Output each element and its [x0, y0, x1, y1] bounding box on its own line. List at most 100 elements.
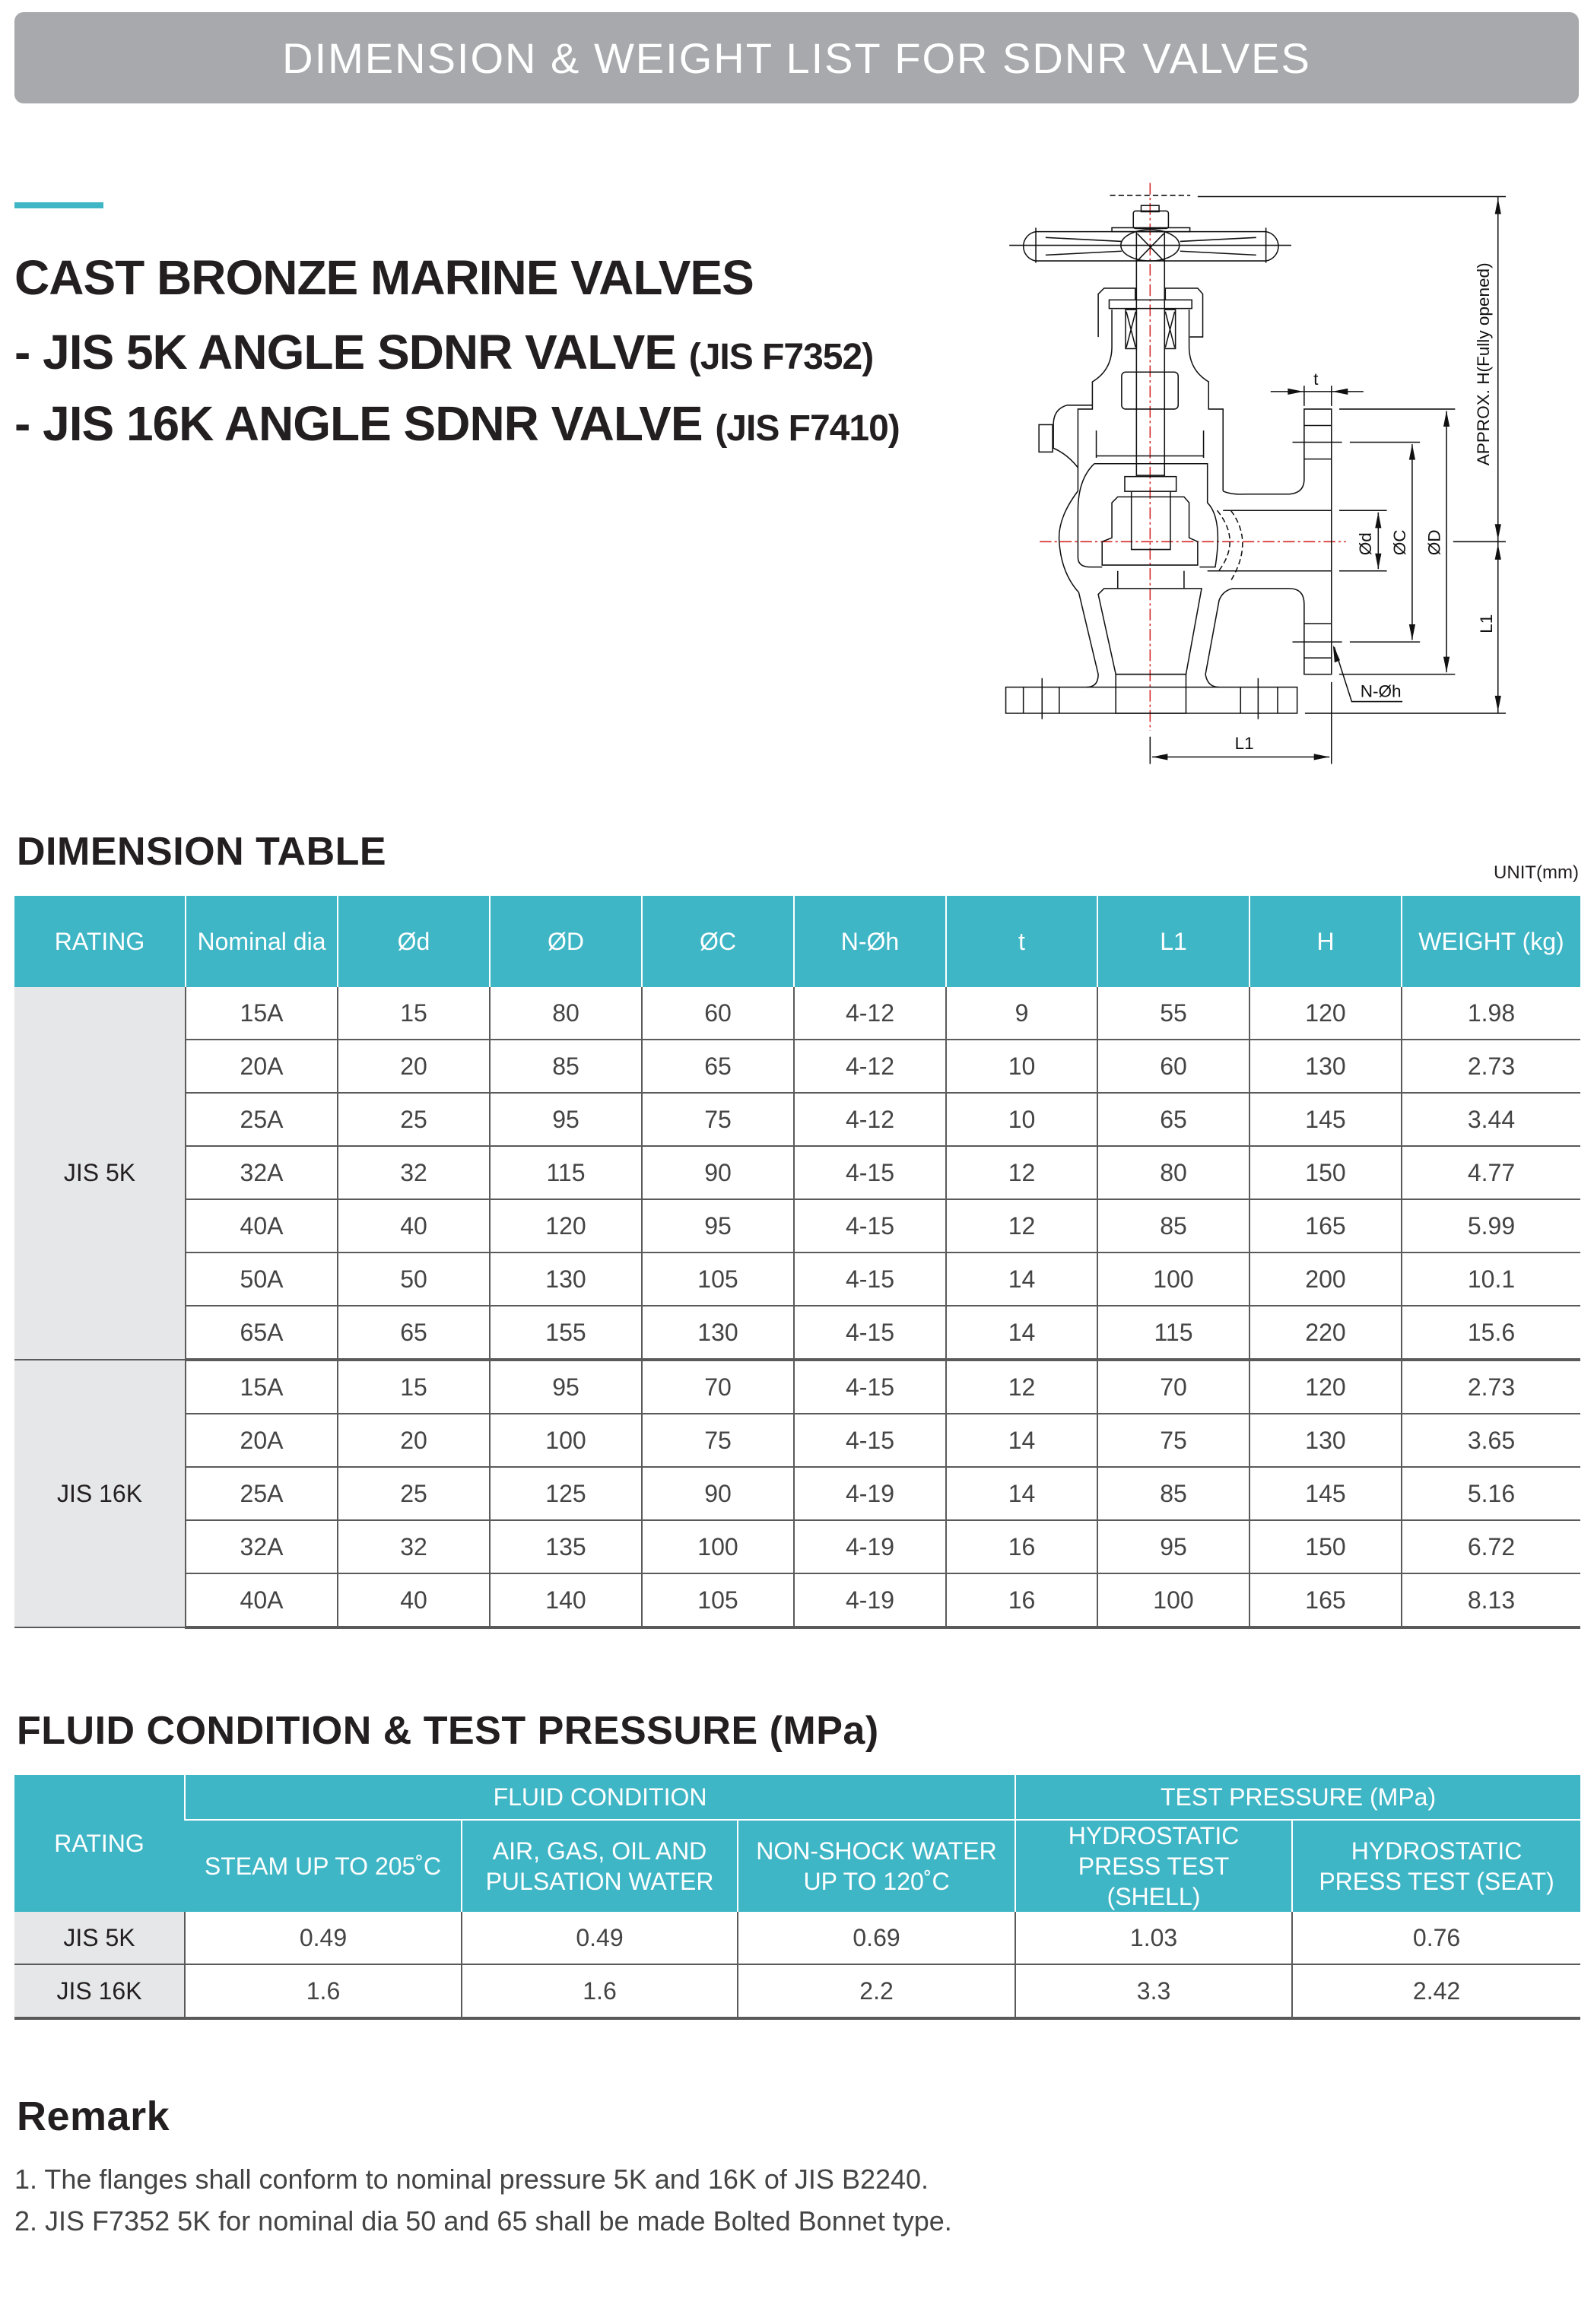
- table-cell: 9: [945, 987, 1097, 1040]
- dimension-table-heading: DIMENSION TABLE: [17, 830, 387, 874]
- column-header: t: [945, 896, 1097, 987]
- column-header: H: [1249, 896, 1402, 987]
- table-cell: 90: [641, 1467, 794, 1521]
- table-cell: 165: [1249, 1573, 1402, 1629]
- stem: [1135, 230, 1166, 476]
- table-cell: 95: [1097, 1520, 1249, 1574]
- table-cell: 0.49: [184, 1912, 462, 1965]
- table-cell: 1.6: [184, 1964, 462, 2020]
- table-row: 40A 40 140 105 4-19 16 100 165 8.13: [14, 1573, 1580, 1629]
- column-header: HYDROSTATIC PRESS TEST (SHELL): [1015, 1820, 1293, 1912]
- table-cell: 220: [1249, 1306, 1402, 1361]
- table-cell: 15A: [185, 1360, 338, 1414]
- table-cell: 75: [1097, 1414, 1249, 1468]
- table-cell: 85: [1097, 1467, 1249, 1521]
- test-pressure-header: TEST PRESSURE (MPa): [1015, 1775, 1581, 1821]
- column-header: Ød: [337, 896, 490, 987]
- table-cell: 145: [1249, 1467, 1402, 1521]
- table-cell: 130: [489, 1252, 642, 1306]
- table-cell: 135: [489, 1520, 642, 1574]
- table-cell: 25: [337, 1467, 490, 1521]
- table-row: 20A 20 85 65 4-12 10 60 130 2.73: [14, 1040, 1580, 1094]
- rating-header: RATING: [14, 1775, 185, 1912]
- table-cell: 4.77: [1401, 1146, 1580, 1200]
- dimension-lines: [1149, 196, 1506, 764]
- table-cell: 4-15: [793, 1199, 946, 1253]
- table-cell: 0.76: [1291, 1912, 1581, 1965]
- table-cell: 20A: [185, 1040, 338, 1094]
- title-text: - JIS 16K ANGLE SDNR VALVE: [14, 396, 703, 451]
- page-header-bar: DIMENSION & WEIGHT LIST FOR SDNR VALVES: [14, 12, 1579, 103]
- title-line-3: - JIS 16K ANGLE SDNR VALVE (JIS F7410): [14, 395, 900, 452]
- table-cell: 15.6: [1401, 1306, 1580, 1361]
- table-cell: 6.72: [1401, 1520, 1580, 1574]
- bonnet: [1038, 287, 1224, 491]
- table-row: JIS 16K 15A 15 95 70 4-15 12 70 120 2.73: [14, 1360, 1580, 1628]
- holes-label: N-Øh: [1361, 681, 1402, 700]
- table-cell: 1.6: [461, 1964, 738, 2020]
- table-cell: 85: [489, 1040, 642, 1094]
- column-header: RATING: [14, 896, 186, 987]
- table-cell: 80: [489, 987, 642, 1040]
- table-cell: 25A: [185, 1467, 338, 1521]
- table-cell: 2.2: [736, 1964, 1016, 2020]
- table-cell: 155: [489, 1306, 642, 1361]
- table-cell: 80: [1097, 1146, 1249, 1200]
- table-cell: 70: [1097, 1360, 1249, 1414]
- table-row: JIS 16K 1.6 1.6 2.2 3.3 2.42: [14, 1964, 1581, 2020]
- table-cell: 130: [1249, 1040, 1402, 1094]
- table-cell: 2.73: [1401, 1040, 1580, 1094]
- table-cell: 4-15: [793, 1360, 946, 1414]
- table-cell: 10: [945, 1040, 1097, 1094]
- remark-item: 2. JIS F7352 5K for nominal dia 50 and 6…: [14, 2205, 952, 2237]
- C-label: ØC: [1390, 529, 1409, 555]
- table-cell: 15: [337, 1360, 490, 1414]
- table-cell: 10.1: [1401, 1252, 1580, 1306]
- t-label: t: [1313, 370, 1319, 389]
- table-cell: 20A: [185, 1414, 338, 1468]
- table-cell: 4-12: [793, 1093, 946, 1147]
- column-header: WEIGHT (kg): [1401, 896, 1580, 987]
- table-cell: 120: [489, 1199, 642, 1253]
- table-cell: 75: [641, 1093, 794, 1147]
- column-header: ØD: [489, 896, 642, 987]
- table-cell: 65A: [185, 1306, 338, 1361]
- handwheel: [1009, 205, 1291, 263]
- table-cell: 70: [641, 1360, 794, 1414]
- table-cell: 4-12: [793, 1040, 946, 1094]
- table-cell: 5.16: [1401, 1467, 1580, 1521]
- table-cell: 2.42: [1291, 1964, 1581, 2020]
- table-cell: 15A: [185, 987, 338, 1040]
- table-cell: 16: [945, 1573, 1097, 1629]
- table-cell: 130: [1249, 1414, 1402, 1468]
- table-cell: 200: [1249, 1252, 1402, 1306]
- table-row: 32A 32 115 90 4-15 12 80 150 4.77: [14, 1146, 1580, 1200]
- column-header: NON-SHOCK WATER UP TO 120˚C: [736, 1820, 1016, 1912]
- table-cell: 25: [337, 1093, 490, 1147]
- table-cell: 3.3: [1015, 1964, 1293, 2020]
- column-header: ØC: [641, 896, 794, 987]
- table-cell: 40: [337, 1573, 490, 1629]
- table-cell: 150: [1249, 1146, 1402, 1200]
- title-text: CAST BRONZE MARINE VALVES: [14, 250, 754, 305]
- table-cell: 1.03: [1015, 1912, 1293, 1965]
- table-cell: 95: [489, 1093, 642, 1147]
- table-cell: 60: [641, 987, 794, 1040]
- table-cell: 75: [641, 1414, 794, 1468]
- table-cell: 0.49: [461, 1912, 738, 1965]
- table-cell: 4-15: [793, 1414, 946, 1468]
- table-cell: 40A: [185, 1199, 338, 1253]
- table-cell: 50A: [185, 1252, 338, 1306]
- table-cell: 16: [945, 1520, 1097, 1574]
- table-cell: 165: [1249, 1199, 1402, 1253]
- table-cell: 8.13: [1401, 1573, 1580, 1629]
- table-row: 40A 40 120 95 4-15 12 85 165 5.99: [14, 1199, 1580, 1253]
- table-cell: 3.44: [1401, 1093, 1580, 1147]
- table-cell: 40: [337, 1199, 490, 1253]
- table-cell: 4-15: [793, 1252, 946, 1306]
- table-cell: 105: [641, 1252, 794, 1306]
- title-line-1: CAST BRONZE MARINE VALVES: [14, 249, 754, 306]
- table-row: JIS 5K 0.49 0.49 0.69 1.03 0.76: [14, 1912, 1581, 1965]
- height-label: APPROX. H(Fully opened): [1474, 262, 1493, 465]
- column-header: N-Øh: [793, 896, 946, 987]
